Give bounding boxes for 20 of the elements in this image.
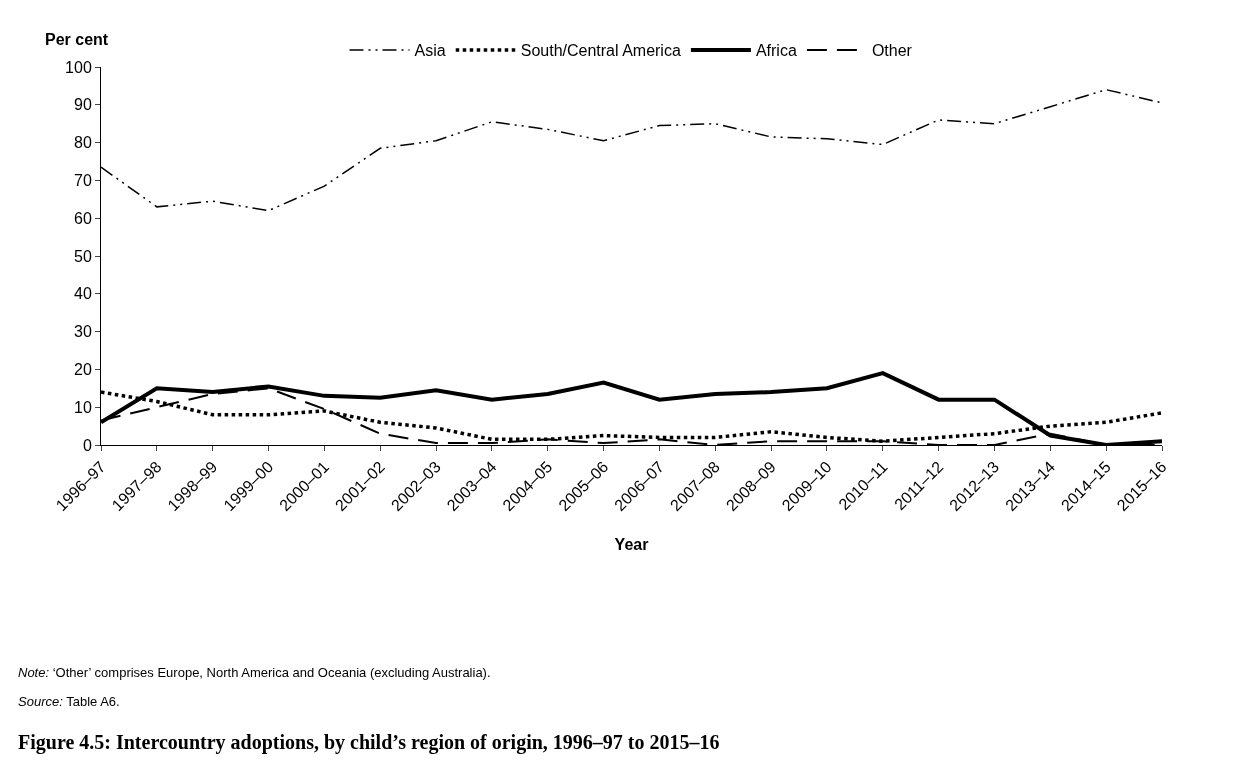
y-tick-label: 90 [74, 96, 92, 114]
text: Figure 4.5: Intercountry adoptions, by child’s region of origin, 1996–97 to 2015–16 [18, 731, 720, 754]
x-axis-title: Year [614, 535, 649, 553]
y-tick-label: 70 [74, 172, 92, 189]
text: Note: ‘Other’ comprises Europe, North America and Oceania (excluding Australia). [18, 665, 491, 680]
y-tick-label: 50 [74, 247, 92, 265]
y-tick-label: 10 [74, 398, 92, 416]
y-tick-label: 20 [74, 361, 92, 378]
y-tick-label: 60 [74, 209, 92, 227]
y-tick-label: 80 [74, 134, 92, 152]
y-tick-label: 30 [74, 323, 92, 341]
y-tick-label: 0 [82, 436, 92, 454]
legend-label: South/Central America [520, 42, 681, 60]
y-tick-label: 40 [74, 285, 92, 303]
legend-label: Africa [755, 42, 797, 60]
source-note: Source: Table A6. [18, 694, 120, 709]
y-tick-label: 100 [65, 58, 92, 76]
y-axis-title: Per cent [45, 31, 109, 48]
legend-label: Asia [414, 42, 446, 60]
legend-label: Other [871, 42, 913, 60]
